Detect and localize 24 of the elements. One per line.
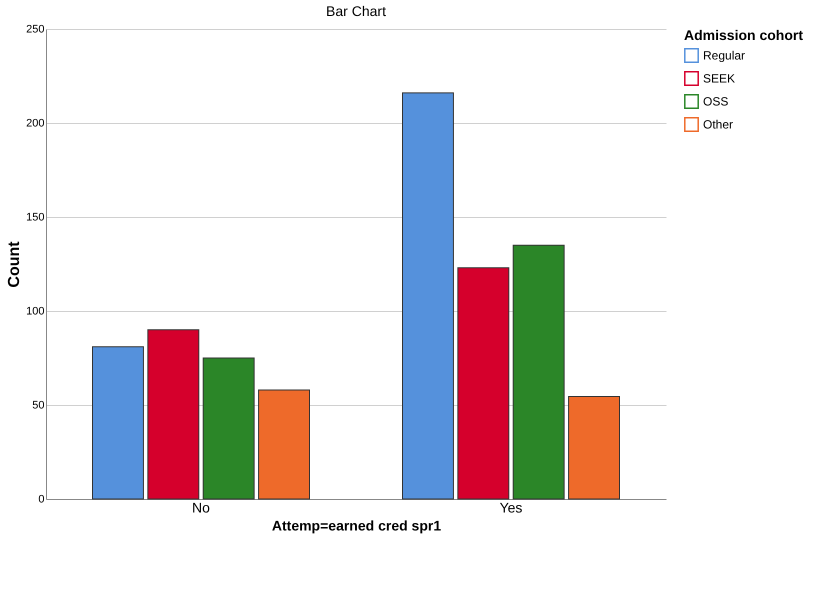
legend-label: SEEK — [703, 72, 736, 86]
bar — [568, 396, 620, 500]
bar — [92, 346, 144, 500]
legend-label: Regular — [703, 48, 746, 62]
y-tick-label: 50 — [32, 400, 44, 412]
legend-title: Admission cohort — [684, 27, 804, 43]
x-tick-label: No — [192, 500, 210, 516]
bar — [147, 329, 200, 500]
chart-title: Bar Chart — [326, 3, 386, 19]
bar — [202, 358, 255, 500]
x-axis-title: Attemp=earned cred spr1 — [272, 518, 442, 534]
bar — [258, 389, 310, 500]
y-tick-label: 100 — [26, 306, 44, 318]
bar — [457, 267, 510, 500]
y-tick-label: 0 — [38, 494, 44, 506]
x-tick-label: Yes — [500, 500, 522, 516]
y-tick-label: 200 — [26, 118, 44, 130]
legend-label: Other — [703, 118, 734, 132]
y-tick-label: 250 — [26, 24, 44, 36]
y-axis-title: Count — [6, 240, 24, 288]
bar — [512, 244, 565, 500]
y-tick-label: 150 — [26, 212, 44, 224]
bar — [402, 92, 454, 500]
legend-label: OSS — [703, 94, 728, 108]
